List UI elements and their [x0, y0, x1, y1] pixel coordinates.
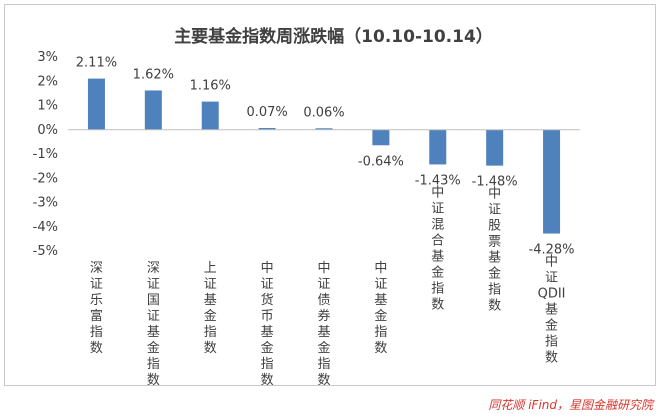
- bar: [372, 129, 390, 146]
- y-tick-label: 1%: [37, 99, 58, 114]
- data-labels: 2.11% 1.62% 1.16% 0.07% 0.06% -0.64% -1.43% -1.…: [76, 56, 575, 258]
- y-tick-label: -1%: [33, 147, 58, 162]
- y-tick-label: 3%: [37, 50, 58, 65]
- bar: [87, 78, 105, 130]
- chart-frame: [4, 4, 656, 386]
- data-label: -4.28%: [529, 243, 575, 258]
- bar: [144, 90, 162, 130]
- data-label: 2.11%: [76, 56, 117, 71]
- y-tick-label: 2%: [37, 74, 58, 89]
- category-label: 深证国证基金指数: [147, 261, 160, 388]
- y-tick-label: -3%: [33, 196, 58, 211]
- y-tick-label: -2%: [33, 171, 58, 186]
- y-axis-ticks: 3% 2% 1% 0% -1% -2% -3% -4% -5%: [33, 50, 58, 259]
- y-tick-label: 0%: [37, 123, 58, 138]
- data-label: 0.07%: [246, 105, 287, 120]
- bar: [201, 101, 219, 130]
- category-label: 中证混合基金指数: [431, 185, 444, 312]
- bar: [486, 129, 504, 166]
- bar: [429, 129, 447, 165]
- source-note: 同花顺 iFind，星图金融研究院: [488, 398, 653, 412]
- bar: [258, 128, 276, 130]
- category-label: 上证基金指数: [204, 261, 217, 356]
- data-label: -1.43%: [415, 173, 461, 188]
- category-label: 深证乐富指数: [90, 261, 103, 356]
- data-label: 0.06%: [303, 105, 344, 120]
- chart-title: 主要基金指数周涨跌幅（10.10-10.14）: [174, 27, 493, 47]
- bar: [315, 128, 333, 130]
- y-tick-label: -4%: [33, 220, 58, 235]
- data-label: -1.48%: [472, 175, 518, 190]
- category-label: 中证债券基金指数: [317, 261, 330, 388]
- bar: [543, 129, 561, 234]
- category-label: 中证股票基金指数: [488, 187, 501, 314]
- data-label: 1.62%: [133, 67, 174, 82]
- category-label: 中证 QDII 基金指数: [538, 255, 566, 366]
- data-label: 1.16%: [190, 79, 231, 94]
- category-label: 中证基金指数: [374, 261, 387, 356]
- category-labels: 深证乐富指数 深证国证基金指数 上证基金指数 中证货币基金指数 中证债券基金指数 中证基金…: [90, 185, 566, 388]
- data-label: -0.64%: [358, 154, 404, 169]
- category-label: 中证货币基金指数: [261, 261, 274, 388]
- y-tick-label: -5%: [33, 244, 58, 259]
- bars: [87, 78, 561, 234]
